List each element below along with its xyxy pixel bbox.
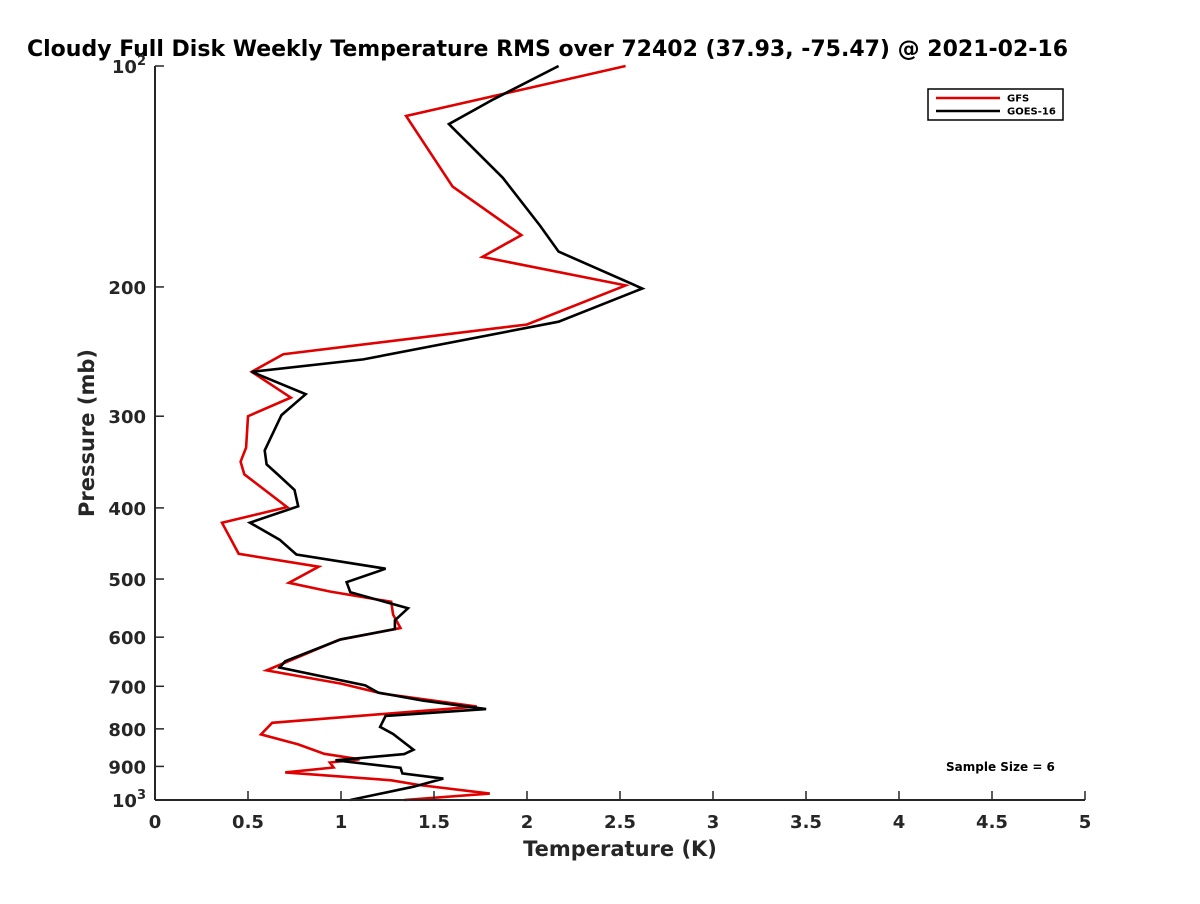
chart-title: Cloudy Full Disk Weekly Temperature RMS … (27, 37, 1068, 62)
legend-label-goes16: GOES-16 (1007, 107, 1056, 118)
x-tick-label: 2.5 (604, 812, 636, 833)
y-tick-label: 103 (112, 788, 146, 812)
y-tick-label: 300 (108, 407, 146, 428)
y-axis-label: Pressure (mb) (75, 349, 99, 517)
x-tick-label: 2 (521, 812, 534, 833)
series-line-gfs (220, 64, 631, 802)
legend-label-gfs: GFS (1007, 94, 1029, 105)
legend-box (927, 88, 1064, 121)
y-tick-label: 600 (108, 628, 146, 649)
y-tick-label: 700 (108, 677, 146, 698)
x-tick-label: 5 (1079, 812, 1092, 833)
x-tick-label: 0.5 (232, 812, 264, 833)
x-tick-label: 1 (335, 812, 348, 833)
x-tick-label: 1.5 (418, 812, 450, 833)
x-tick-label: 0 (149, 812, 162, 833)
x-ticks: 0 0.5 1 1.5 2 2.5 3 3.5 4 4.5 5 (149, 791, 1092, 833)
series-line-goes-16 (246, 64, 646, 802)
plot-lines (220, 64, 646, 802)
x-tick-label: 3.5 (790, 812, 822, 833)
y-tick-label: 400 (108, 499, 146, 520)
y-tick-label: 500 (108, 570, 146, 591)
y-tick-label: 900 (108, 757, 146, 778)
x-tick-label: 3 (707, 812, 720, 833)
y-tick-label: 200 (108, 278, 146, 299)
axes (154, 66, 1085, 801)
legend: GFS GOES-16 (927, 88, 1064, 121)
y-ticks: 102 200 300 400 500 600 700 800 900 103 (108, 54, 164, 812)
x-tick-label: 4.5 (976, 812, 1008, 833)
sample-size-annotation: Sample Size = 6 (946, 760, 1055, 774)
x-axis-label: Temperature (K) (523, 837, 717, 861)
y-tick-label: 800 (108, 720, 146, 741)
x-tick-label: 4 (893, 812, 906, 833)
y-tick-label: 102 (112, 54, 146, 78)
